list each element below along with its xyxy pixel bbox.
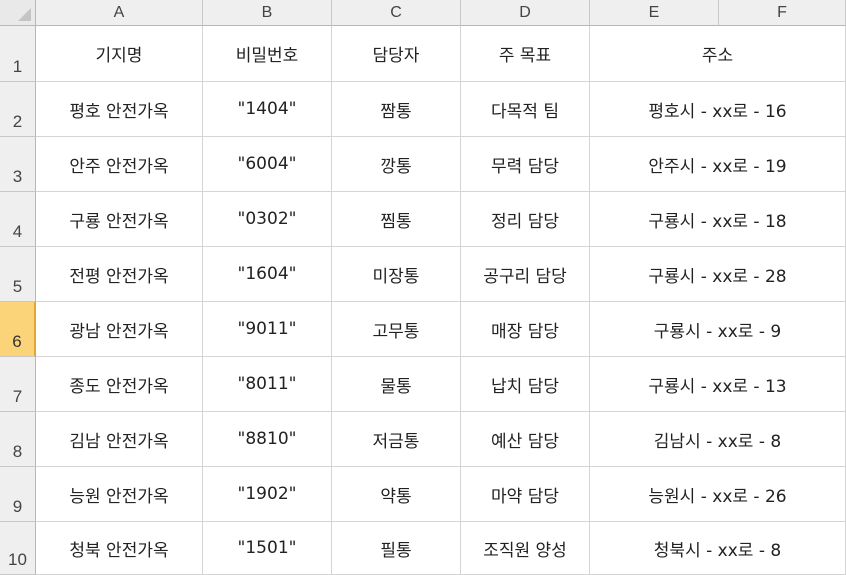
row-header-4[interactable]: 4 xyxy=(0,192,36,247)
cell-b8[interactable]: "8810" xyxy=(203,412,332,467)
row-header-2[interactable]: 2 xyxy=(0,82,36,137)
cell-c9[interactable]: 약통 xyxy=(332,467,461,522)
cell-b3[interactable]: "6004" xyxy=(203,137,332,192)
cell-e6[interactable]: 구룡시 - xx로 - 9 xyxy=(590,302,846,357)
cell-e7[interactable]: 구룡시 - xx로 - 13 xyxy=(590,357,846,412)
cell-a8[interactable]: 김남 안전가옥 xyxy=(36,412,203,467)
row-number: 6 xyxy=(12,332,22,351)
row-number: 9 xyxy=(12,497,23,516)
cell-a3[interactable]: 안주 안전가옥 xyxy=(36,137,203,192)
cell-a10[interactable]: 청북 안전가옥 xyxy=(36,522,203,575)
cell-a9[interactable]: 능원 안전가옥 xyxy=(36,467,203,522)
cell-b4[interactable]: "0302" xyxy=(203,192,332,247)
cell-a4[interactable]: 구룡 안전가옥 xyxy=(36,192,203,247)
cell-c5[interactable]: 미장통 xyxy=(332,247,461,302)
row-header-1[interactable]: 1 xyxy=(0,26,36,82)
row-header-5[interactable]: 5 xyxy=(0,247,36,302)
cell-b1[interactable]: 비밀번호 xyxy=(203,26,332,82)
cell-b7[interactable]: "8011" xyxy=(203,357,332,412)
row-number: 2 xyxy=(12,112,23,131)
row-number: 5 xyxy=(12,277,23,296)
cell-d3[interactable]: 무력 담당 xyxy=(461,137,590,192)
column-header-c[interactable]: C xyxy=(332,0,461,26)
column-header-a[interactable]: A xyxy=(36,0,203,26)
cell-a5[interactable]: 전평 안전가옥 xyxy=(36,247,203,302)
cell-e4[interactable]: 구룡시 - xx로 - 18 xyxy=(590,192,846,247)
cell-b10[interactable]: "1501" xyxy=(203,522,332,575)
row-number: 10 xyxy=(8,550,27,569)
cell-a2[interactable]: 평호 안전가옥 xyxy=(36,82,203,137)
cell-c8[interactable]: 저금통 xyxy=(332,412,461,467)
cell-a6[interactable]: 광남 안전가옥 xyxy=(36,302,203,357)
cell-d7[interactable]: 납치 담당 xyxy=(461,357,590,412)
cell-b9[interactable]: "1902" xyxy=(203,467,332,522)
cell-c1[interactable]: 담당자 xyxy=(332,26,461,82)
cell-e9[interactable]: 능원시 - xx로 - 26 xyxy=(590,467,846,522)
cell-d9[interactable]: 마약 담당 xyxy=(461,467,590,522)
cell-e3[interactable]: 안주시 - xx로 - 19 xyxy=(590,137,846,192)
cell-e2[interactable]: 평호시 - xx로 - 16 xyxy=(590,82,846,137)
column-header-b[interactable]: B xyxy=(203,0,332,26)
cell-e10[interactable]: 청북시 - xx로 - 8 xyxy=(590,522,846,575)
row-number: 7 xyxy=(12,387,23,406)
cell-d10[interactable]: 조직원 양성 xyxy=(461,522,590,575)
column-header-e[interactable]: E xyxy=(590,0,719,26)
cell-c7[interactable]: 물통 xyxy=(332,357,461,412)
column-header-f[interactable]: F xyxy=(719,0,846,26)
cell-e1[interactable]: 주소 xyxy=(590,26,846,82)
cell-d5[interactable]: 공구리 담당 xyxy=(461,247,590,302)
cell-b5[interactable]: "1604" xyxy=(203,247,332,302)
column-header-label: C xyxy=(390,4,402,21)
column-header-label: B xyxy=(261,4,273,21)
column-header-label: F xyxy=(777,4,787,21)
column-header-d[interactable]: D xyxy=(461,0,590,26)
cell-a7[interactable]: 종도 안전가옥 xyxy=(36,357,203,412)
cell-c3[interactable]: 깡통 xyxy=(332,137,461,192)
cell-c2[interactable]: 짬통 xyxy=(332,82,461,137)
row-header-6[interactable]: 6 xyxy=(0,302,36,357)
cell-c6[interactable]: 고무통 xyxy=(332,302,461,357)
cell-d2[interactable]: 다목적 팀 xyxy=(461,82,590,137)
row-number: 1 xyxy=(12,57,23,76)
cell-d6[interactable]: 매장 담당 xyxy=(461,302,590,357)
cell-c10[interactable]: 필통 xyxy=(332,522,461,575)
cell-a1[interactable]: 기지명 xyxy=(36,26,203,82)
row-header-9[interactable]: 9 xyxy=(0,467,36,522)
cell-b2[interactable]: "1404" xyxy=(203,82,332,137)
row-number: 8 xyxy=(12,442,23,461)
row-number: 4 xyxy=(12,222,23,241)
row-header-7[interactable]: 7 xyxy=(0,357,36,412)
cell-c4[interactable]: 찜통 xyxy=(332,192,461,247)
row-header-3[interactable]: 3 xyxy=(0,137,36,192)
cell-d8[interactable]: 예산 담당 xyxy=(461,412,590,467)
cell-b6[interactable]: "9011" xyxy=(203,302,332,357)
column-header-label: E xyxy=(648,4,660,21)
row-header-10[interactable]: 10 xyxy=(0,522,36,575)
select-all-corner[interactable] xyxy=(0,0,36,26)
cell-d4[interactable]: 정리 담당 xyxy=(461,192,590,247)
cell-e8[interactable]: 김남시 - xx로 - 8 xyxy=(590,412,846,467)
cell-d1[interactable]: 주 목표 xyxy=(461,26,590,82)
row-number: 3 xyxy=(12,167,23,186)
column-header-label: D xyxy=(519,4,531,21)
column-header-label: A xyxy=(113,4,125,21)
row-header-8[interactable]: 8 xyxy=(0,412,36,467)
cell-e5[interactable]: 구룡시 - xx로 - 28 xyxy=(590,247,846,302)
